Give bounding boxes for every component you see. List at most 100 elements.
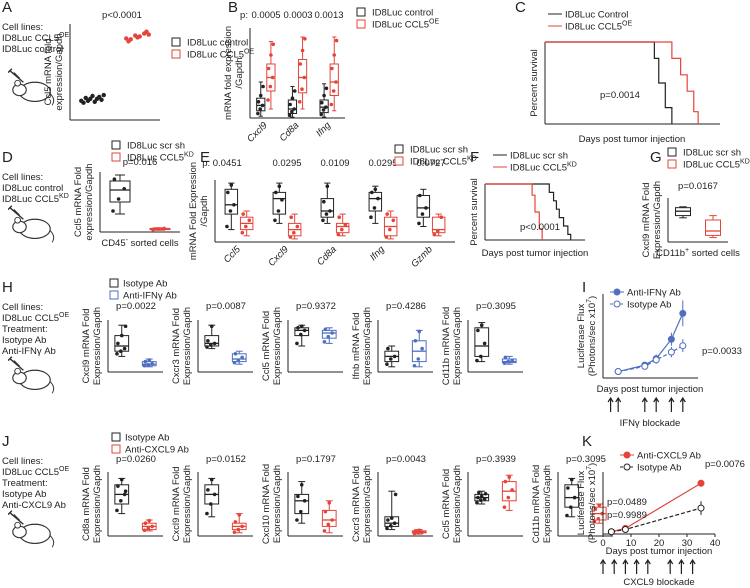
mouse-icon: [8, 356, 55, 395]
panel-text-part: OE: [59, 32, 69, 39]
legend-label-part: OE: [429, 19, 439, 26]
box: [109, 180, 131, 203]
legend-marker: [356, 19, 366, 29]
data-point: [476, 328, 480, 333]
data-point: [302, 75, 307, 80]
y-axis-label: Luciferase Flux: [576, 471, 587, 536]
annotation: p=0.0043: [386, 454, 426, 465]
y-axis-label: Cxcr3 mRNA Fold: [351, 466, 362, 542]
data-point: [205, 345, 209, 349]
data-point: [388, 523, 393, 528]
panel-letter: C: [515, 0, 526, 16]
x-tick-label: 30: [682, 538, 693, 549]
y-axis-label: Ccl5 mRNA Fold: [441, 469, 452, 539]
data-point: [142, 528, 147, 533]
data-point: [392, 354, 397, 359]
data-point: [393, 492, 398, 497]
legend-label-part: KD: [740, 159, 750, 166]
data-point: [296, 494, 300, 499]
data-point: [232, 530, 237, 534]
data-point: [679, 309, 687, 317]
blockade-arrow: [599, 558, 607, 574]
x-axis-label: Days post tumor injection: [482, 248, 589, 259]
panel-letter: D: [2, 149, 13, 166]
data-point: [288, 235, 293, 239]
data-point: [302, 328, 307, 333]
data-point: [296, 326, 300, 330]
box: [329, 63, 339, 96]
blockade-arrow: [668, 396, 675, 412]
data-point: [413, 339, 418, 343]
data-point: [416, 357, 421, 361]
legend-label: ID8Luc scr sh: [683, 148, 741, 159]
data-point: [119, 477, 124, 482]
box: [256, 97, 266, 112]
y-axis-label: Cxcl10 mRNA Fold: [261, 464, 272, 544]
data-point: [206, 339, 210, 343]
y-axis-label: Luciferase Flux: [576, 304, 587, 369]
annotation: p=0.0087: [206, 301, 246, 312]
annotation: p=0.0076: [705, 459, 745, 470]
y-axis-label: (Photons/sec x107): [586, 463, 598, 543]
data-point: [288, 102, 292, 107]
data-point: [205, 511, 209, 516]
annotation: p=0.0260: [116, 454, 156, 465]
legend-label: ID8Luc scr sh: [410, 145, 468, 156]
mouse-icon: [8, 510, 55, 549]
blockade-arrow: [689, 558, 696, 574]
legend-label-part: ID8Luc CCL5: [187, 50, 244, 61]
y-axis-label: mRNA Fold Expression: [188, 162, 199, 260]
data-point: [236, 358, 241, 363]
x-axis-label: Days post tumor injection: [606, 546, 713, 557]
panel-text: ID8Luc CCL5OE: [2, 312, 69, 324]
data-point: [209, 324, 214, 329]
x-axis-label: CD11b+ sorted cells: [656, 247, 740, 259]
annotation: p=0.3095: [476, 301, 516, 312]
box: [416, 195, 431, 218]
blockade-arrow: [607, 396, 614, 412]
data-point: [146, 32, 151, 37]
legend-marker: [171, 37, 181, 47]
annotation: p=0.0489: [607, 497, 647, 508]
y-axis-label: Cxcl9 mRNA Fold: [641, 183, 652, 258]
data-point: [118, 349, 123, 354]
data-point: [258, 107, 262, 111]
y-axis-label: Cxcr3 mRNA Fold: [171, 308, 182, 384]
data-point: [81, 100, 86, 105]
panel-text: Treatment:: [2, 324, 48, 335]
data-point: [266, 98, 270, 102]
data-point: [280, 198, 284, 202]
legend-marker: [109, 290, 119, 300]
data-point: [270, 75, 275, 80]
y-axis-label: Expression/Gapdh: [272, 307, 283, 385]
data-point: [240, 230, 245, 235]
x-axis-label-part: -: [126, 237, 129, 244]
data-point: [247, 218, 252, 223]
annotation: 0.0013: [314, 10, 343, 21]
data-point: [212, 492, 217, 497]
data-point: [147, 518, 152, 523]
x-axis-label-part: sorted cells: [689, 248, 740, 259]
data-point: [329, 102, 334, 107]
panel-text-part: ID8Luc CCL5: [2, 194, 59, 205]
legend-label: Anti-IFNγ Ab: [123, 291, 177, 302]
data-point: [479, 494, 484, 499]
data-point: [319, 100, 324, 105]
y-axis-label: /Gapdh: [199, 195, 210, 226]
data-point: [324, 105, 328, 109]
annotation: p=0.0167: [678, 181, 718, 192]
data-point: [112, 177, 117, 181]
data-point: [119, 333, 124, 338]
data-point: [667, 335, 675, 343]
blockade-arrow: [622, 558, 629, 574]
legend-label-part: ID8Luc CCL5: [127, 153, 184, 164]
data-point: [436, 229, 440, 233]
legend-label-part: ID8Luc CCL5: [510, 163, 567, 174]
annotation: 0.0295: [272, 158, 301, 169]
data-point: [256, 111, 260, 116]
data-point: [206, 488, 210, 492]
box: [224, 188, 239, 215]
box: [431, 216, 446, 234]
y-axis-label: expression/Gapdh: [84, 163, 95, 240]
